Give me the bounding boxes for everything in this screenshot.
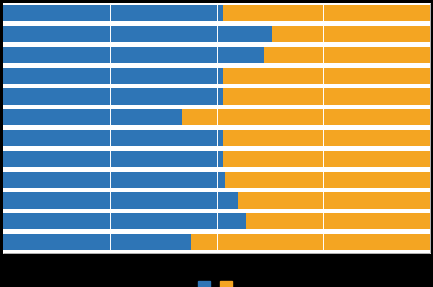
Bar bbox=[182, 109, 430, 125]
Bar bbox=[3, 172, 225, 188]
Bar bbox=[238, 192, 430, 209]
Bar bbox=[223, 130, 430, 146]
Bar bbox=[223, 67, 430, 84]
Bar bbox=[264, 47, 430, 63]
Bar bbox=[246, 213, 430, 229]
Bar bbox=[272, 26, 430, 42]
Bar bbox=[3, 234, 191, 250]
Bar bbox=[3, 67, 223, 84]
Bar bbox=[3, 5, 223, 21]
Bar bbox=[3, 130, 223, 146]
Bar bbox=[223, 5, 430, 21]
Bar bbox=[3, 192, 238, 209]
Bar bbox=[3, 213, 246, 229]
Bar bbox=[3, 109, 182, 125]
Bar bbox=[3, 26, 272, 42]
Bar bbox=[3, 88, 223, 104]
Bar bbox=[191, 234, 430, 250]
Bar bbox=[223, 151, 430, 167]
Bar bbox=[3, 151, 223, 167]
Legend: , : , bbox=[195, 278, 238, 287]
Bar bbox=[223, 88, 430, 104]
Bar bbox=[225, 172, 430, 188]
Bar bbox=[3, 47, 264, 63]
